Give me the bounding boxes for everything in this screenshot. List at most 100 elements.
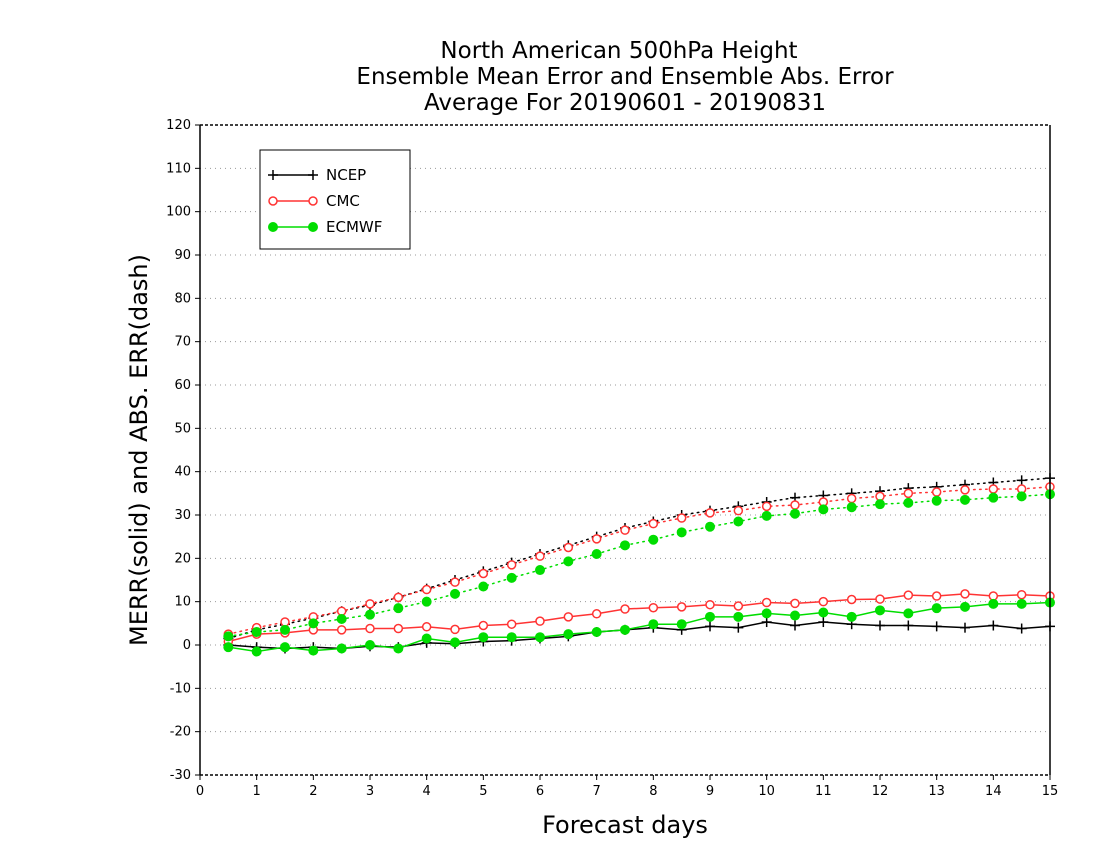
series-cmc-abs-err-point [365, 599, 375, 609]
y-tick-label: -30 [170, 768, 191, 783]
x-tick-label: 5 [479, 784, 487, 799]
y-tick-label: 90 [174, 248, 191, 263]
series-ecmwf-abs-err-point [648, 534, 659, 545]
series-cmc-abs-err-point [591, 534, 602, 544]
series-cmc-abs-err-point [705, 508, 715, 518]
title-line-2: Ensemble Mean Error and Ensemble Abs. Er… [356, 64, 894, 90]
y-tick-label: 70 [174, 335, 191, 350]
series-ecmwf-abs-err-point [705, 521, 715, 532]
series-ecmwf-merr-point [506, 632, 517, 643]
series-ecmwf-abs-err-point [761, 510, 772, 521]
x-tick-label: 0 [196, 784, 204, 799]
series-cmc-abs-err-point [478, 568, 489, 579]
series-ncep-merr-point [931, 621, 942, 632]
series-ecmwf-abs-err-point [875, 499, 885, 510]
series-cmc-abs-err-point [676, 513, 687, 523]
series-ecmwf-abs-err-line [227, 493, 1051, 638]
x-tick-label: 6 [536, 784, 544, 799]
series-ecmwf-abs-err-point [308, 618, 319, 629]
series-ecmwf-abs-err-point [591, 549, 602, 559]
series-ecmwf-abs-err-point [931, 495, 942, 506]
x-tick-label: 3 [366, 784, 374, 799]
series-cmc-abs-err-point [903, 488, 914, 499]
x-tick-label: 15 [1042, 784, 1059, 799]
series-cmc-merr-point [931, 591, 942, 601]
legend: NCEP CMC ECMWF [259, 149, 411, 250]
series-ecmwf-merr-point [648, 619, 659, 630]
series-cmc-merr-point [960, 589, 970, 599]
legend-box [259, 149, 411, 250]
series-cmc-merr-point [818, 596, 829, 607]
legend-marker [268, 196, 278, 206]
series-ecmwf-merr-point [393, 643, 404, 654]
series-ecmwf-merr-point [478, 632, 489, 643]
series-ncep-merr-point [818, 617, 829, 628]
series-cmc-abs-err-point [620, 525, 630, 535]
series-ecmwf-abs-err-point [365, 609, 375, 620]
series-cmc [223, 482, 1055, 647]
legend-label: ECMWF [326, 218, 382, 236]
series-ecmwf-abs-err-point [960, 494, 970, 505]
series-cmc-merr-point [620, 604, 630, 614]
grid [200, 167, 1050, 733]
legend-marker [308, 196, 318, 206]
title-line-1: North American 500hPa Height [440, 38, 797, 64]
series-cmc-abs-err-point [931, 487, 942, 497]
series-cmc-merr-point [336, 625, 347, 635]
series-cmc-abs-err-point [790, 500, 800, 510]
x-tick-label: 8 [649, 784, 657, 799]
series-ecmwf-merr-point [818, 607, 829, 618]
series-ncep-merr-point [733, 622, 744, 633]
series-ecmwf-merr-point [336, 643, 347, 654]
y-tick-label: 100 [166, 205, 191, 220]
y-axis-title: MERR(solid) and ABS. ERR(dash) [125, 254, 153, 646]
series-cmc-abs-err-point [563, 542, 574, 553]
series-ecmwf-abs-err-point [563, 556, 574, 567]
series-ecmwf-merr-point [591, 627, 602, 637]
series-ecmwf-merr-point [308, 645, 319, 656]
series-cmc-merr-point [393, 623, 404, 634]
series-cmc-merr-line [228, 593, 1051, 643]
series-ncep-merr-point [761, 617, 772, 628]
series-ecmwf-abs-err-point [620, 540, 630, 551]
series-cmc-merr-point [733, 601, 744, 611]
series-ncep-abs-err-line [227, 477, 1051, 640]
series-ecmwf-abs-err-point [478, 581, 489, 592]
series-ecmwf-abs-err-point [988, 492, 999, 503]
x-tick-label: 9 [706, 784, 714, 799]
legend-item-ncep: NCEP [268, 166, 366, 184]
legend-marker [268, 222, 278, 232]
series-ecmwf [223, 489, 1055, 657]
series-ecmwf-abs-err-point [818, 504, 829, 515]
series-ecmwf-merr-point [421, 633, 432, 644]
series-cmc-merr-point [365, 623, 375, 634]
series-ecmwf-abs-err-point [790, 508, 800, 519]
series-ecmwf-abs-err-point [393, 603, 404, 614]
legend-label: CMC [326, 192, 360, 210]
series-cmc-abs-err-point [450, 577, 460, 587]
series-cmc-abs-err-point [421, 584, 432, 595]
series-ncep-merr-point [903, 620, 914, 631]
series-cmc-abs-err-point [506, 560, 517, 570]
series-cmc-abs-err-point [988, 484, 999, 494]
y-tick-label: -10 [170, 681, 191, 696]
y-tick-label: 120 [166, 118, 191, 133]
series-cmc-merr-point [421, 622, 432, 632]
series-ecmwf-merr-point [846, 611, 857, 622]
series-cmc-merr-point [875, 594, 885, 604]
series-cmc-merr-point [761, 597, 772, 608]
series-ecmwf-merr-point [790, 610, 800, 621]
legend-label: NCEP [326, 166, 366, 184]
series-ecmwf-abs-err-point [535, 565, 545, 576]
legend-marker [268, 170, 278, 180]
series-ecmwf-abs-err-point [223, 631, 234, 642]
y-tick-label: 30 [174, 508, 191, 523]
x-tick-label: 10 [758, 784, 775, 799]
series-cmc-abs-err-point [761, 501, 772, 512]
series-cmc-merr-point [846, 594, 857, 605]
series-cmc-abs-err-point [960, 485, 970, 495]
y-tick-label: 110 [166, 161, 191, 176]
series-ecmwf-merr-point [676, 619, 687, 630]
